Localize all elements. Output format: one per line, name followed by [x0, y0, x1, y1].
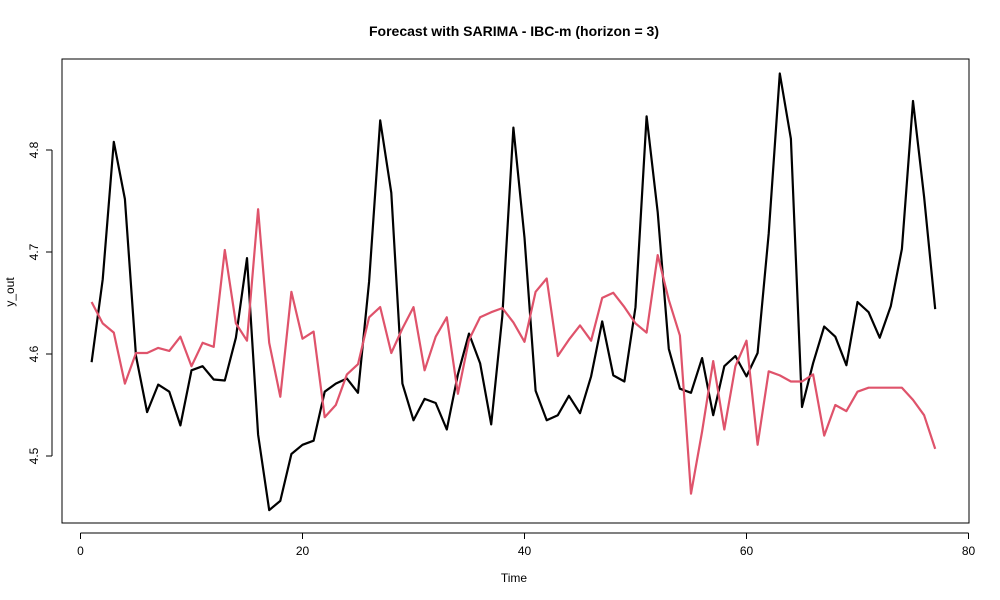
x-tick-label: 20 [296, 544, 310, 558]
x-tick-label: 0 [77, 544, 84, 558]
y-axis-label: y_out [3, 277, 17, 307]
x-tick-label: 60 [740, 544, 754, 558]
x-tick-label: 40 [518, 544, 532, 558]
y-tick-label: 4.5 [27, 447, 41, 464]
y-axis: 4.5 4.6 4.7 4.8 [27, 141, 53, 464]
x-tick-label: 80 [962, 544, 976, 558]
series-line-black [90, 72, 937, 512]
y-tick-label: 4.6 [27, 345, 41, 362]
x-axis: 0 20 40 60 80 [77, 532, 976, 558]
x-axis-label: Time [501, 571, 528, 585]
series-line-red [90, 208, 937, 495]
y-tick-label: 4.7 [27, 243, 41, 260]
y-tick-label: 4.8 [27, 141, 41, 158]
plot-frame [61, 58, 970, 524]
series-layer [90, 72, 937, 512]
chart-title: Forecast with SARIMA - IBC-m (horizon = … [369, 23, 659, 39]
